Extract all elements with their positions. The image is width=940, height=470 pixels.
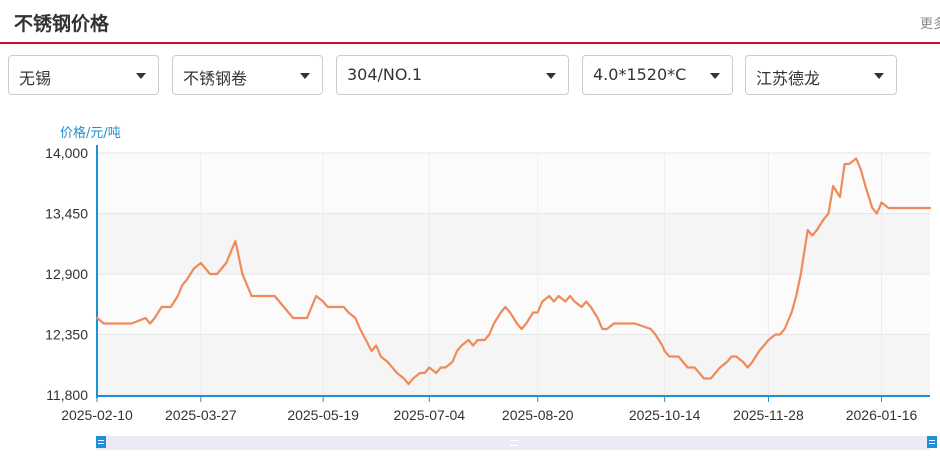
chevron-down-icon bbox=[874, 73, 884, 79]
spec-select[interactable]: 4.0*1520*C bbox=[582, 55, 733, 95]
x-tick-label: 2025-10-14 bbox=[629, 407, 701, 423]
y-tick-label: 13,450 bbox=[45, 206, 88, 222]
zoom-slider-track[interactable] bbox=[96, 436, 930, 450]
y-tick-label: 14,000 bbox=[45, 145, 88, 161]
city-select-value: 无锡 bbox=[19, 69, 52, 88]
grade-select[interactable]: 304/NO.1 bbox=[336, 55, 569, 95]
x-tick-label: 2025-02-10 bbox=[61, 407, 133, 423]
chevron-down-icon bbox=[300, 73, 310, 79]
more-link[interactable]: 更多 bbox=[920, 17, 940, 32]
spec-select-value: 4.0*1520*C bbox=[593, 65, 687, 84]
product-select-value: 不锈钢卷 bbox=[183, 69, 248, 88]
y-tick-label: 11,800 bbox=[46, 387, 88, 403]
y-tick-label: 12,350 bbox=[45, 327, 88, 343]
x-tick-label: 2025-07-04 bbox=[393, 407, 465, 423]
y-axis-title: 价格/元/吨 bbox=[60, 126, 121, 141]
mill-select-value: 江苏德龙 bbox=[756, 69, 821, 88]
chevron-down-icon bbox=[136, 73, 146, 79]
product-select[interactable]: 不锈钢卷 bbox=[172, 55, 323, 95]
header: 不锈钢价格 更多 bbox=[0, 0, 940, 44]
y-tick-label: 12,900 bbox=[45, 266, 88, 282]
x-tick-label: 2025-11-28 bbox=[733, 407, 804, 423]
chevron-down-icon bbox=[710, 73, 720, 79]
chevron-down-icon bbox=[546, 73, 556, 79]
x-tick-label: 2026-01-16 bbox=[846, 407, 918, 423]
x-tick-label: 2025-08-20 bbox=[502, 407, 574, 423]
zoom-slider-grip-icon[interactable] bbox=[510, 440, 518, 446]
plot-band bbox=[97, 153, 930, 214]
x-tick-label: 2025-03-27 bbox=[165, 407, 237, 423]
mill-select[interactable]: 江苏德龙 bbox=[745, 55, 897, 95]
zoom-slider-right-handle[interactable] bbox=[927, 436, 937, 448]
price-line-chart: 14,000 13,450 12,900 12,350 11,800 2025-02-10… bbox=[45, 145, 932, 423]
zoom-slider-left-handle[interactable] bbox=[96, 436, 106, 448]
page-title: 不锈钢价格 bbox=[14, 13, 110, 35]
grade-select-value: 304/NO.1 bbox=[347, 65, 423, 84]
plot-band bbox=[97, 334, 930, 395]
city-select[interactable]: 无锡 bbox=[8, 55, 159, 95]
price-series-line bbox=[95, 157, 932, 386]
plot-band bbox=[97, 274, 930, 335]
x-tick-label: 2025-05-19 bbox=[287, 407, 359, 423]
